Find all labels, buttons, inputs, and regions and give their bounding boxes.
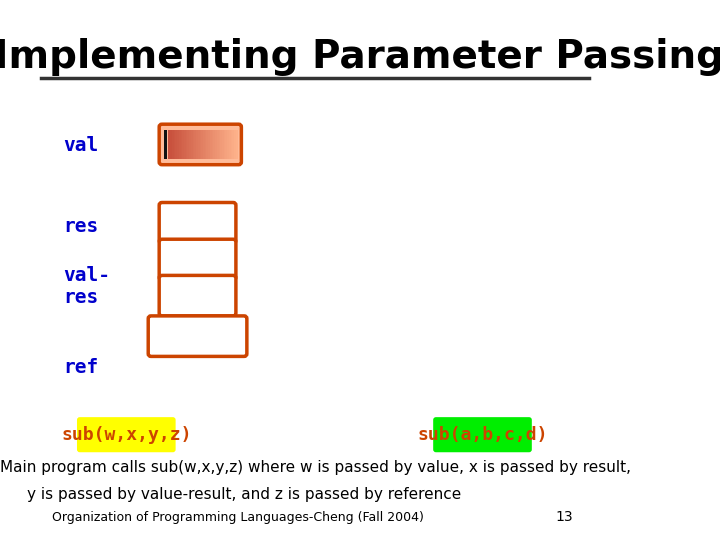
Bar bbox=[176, 130, 177, 159]
Text: ref: ref bbox=[63, 357, 99, 377]
Bar bbox=[198, 130, 199, 159]
Bar bbox=[207, 130, 208, 159]
Bar bbox=[230, 130, 233, 159]
Bar bbox=[186, 130, 187, 159]
Text: Implementing Parameter Passing: Implementing Parameter Passing bbox=[0, 38, 720, 76]
Bar bbox=[215, 130, 217, 159]
Bar bbox=[179, 130, 181, 159]
Bar bbox=[233, 130, 234, 159]
Text: val-
res: val- res bbox=[63, 266, 110, 307]
FancyBboxPatch shape bbox=[159, 202, 236, 243]
Bar bbox=[172, 130, 174, 159]
Text: y is passed by value-result, and z is passed by reference: y is passed by value-result, and z is pa… bbox=[27, 487, 462, 502]
FancyBboxPatch shape bbox=[159, 124, 241, 165]
Bar bbox=[196, 130, 198, 159]
Bar bbox=[217, 130, 219, 159]
Bar bbox=[187, 130, 189, 159]
Bar bbox=[225, 130, 228, 159]
FancyBboxPatch shape bbox=[77, 417, 176, 453]
Bar bbox=[220, 130, 222, 159]
Text: 13: 13 bbox=[555, 510, 573, 524]
Bar bbox=[199, 130, 202, 159]
Bar bbox=[202, 130, 203, 159]
Bar bbox=[182, 130, 184, 159]
Bar bbox=[194, 130, 196, 159]
Bar bbox=[228, 130, 229, 159]
Bar bbox=[168, 130, 170, 159]
Bar bbox=[193, 130, 194, 159]
Bar bbox=[184, 130, 186, 159]
Text: sub(a,b,c,d): sub(a,b,c,d) bbox=[418, 426, 548, 444]
Bar bbox=[163, 130, 167, 159]
Text: Organization of Programming Languages-Cheng (Fall 2004): Organization of Programming Languages-Ch… bbox=[53, 511, 424, 524]
Bar bbox=[208, 130, 210, 159]
Bar bbox=[236, 130, 238, 159]
FancyBboxPatch shape bbox=[159, 275, 236, 316]
Bar bbox=[219, 130, 220, 159]
FancyBboxPatch shape bbox=[159, 239, 236, 280]
Bar bbox=[203, 130, 204, 159]
Bar bbox=[191, 130, 193, 159]
Bar bbox=[210, 130, 212, 159]
Text: Main program calls sub(w,x,y,z) where w is passed by value, x is passed by resul: Main program calls sub(w,x,y,z) where w … bbox=[0, 460, 631, 475]
Bar bbox=[222, 130, 224, 159]
Bar bbox=[170, 130, 172, 159]
Bar bbox=[181, 130, 182, 159]
Bar bbox=[234, 130, 236, 159]
Bar bbox=[189, 130, 191, 159]
Bar bbox=[204, 130, 207, 159]
Bar bbox=[212, 130, 213, 159]
Bar bbox=[177, 130, 179, 159]
Bar bbox=[224, 130, 225, 159]
Bar bbox=[174, 130, 176, 159]
Text: res: res bbox=[63, 217, 99, 237]
FancyBboxPatch shape bbox=[148, 316, 247, 356]
Text: sub(w,x,y,z): sub(w,x,y,z) bbox=[61, 426, 192, 444]
Bar bbox=[213, 130, 215, 159]
Bar bbox=[229, 130, 230, 159]
FancyBboxPatch shape bbox=[433, 417, 532, 453]
Text: val: val bbox=[63, 136, 99, 156]
